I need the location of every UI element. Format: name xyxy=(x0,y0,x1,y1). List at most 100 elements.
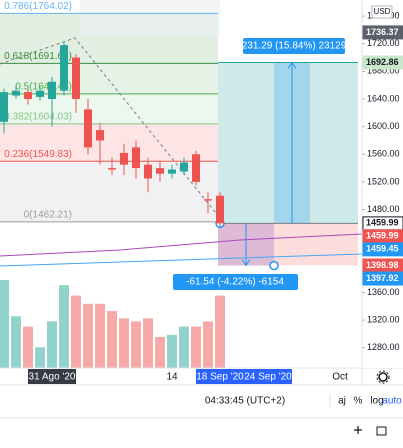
auto-button[interactable]: auto xyxy=(382,396,402,407)
volume-bar xyxy=(83,303,93,368)
x-tick-label: 14 xyxy=(166,372,178,383)
y-tick-label: 1680.00 xyxy=(367,66,400,76)
price-tag: 1459.99 xyxy=(366,231,399,241)
volume-bar xyxy=(23,326,33,368)
price-tag: 1692.86 xyxy=(366,57,399,67)
history-band xyxy=(80,0,220,37)
volume-bar xyxy=(215,295,225,368)
fib-label: 0(1462.21) xyxy=(24,209,72,220)
loss-arrow xyxy=(241,223,251,267)
fib-zone xyxy=(0,63,218,94)
x-tick-label: 18 Sep '20 xyxy=(196,372,244,383)
price-tag: 1459.45 xyxy=(366,244,399,254)
y-tick-label: 1640.00 xyxy=(367,93,400,103)
y-tick-label: 1600.00 xyxy=(367,121,400,131)
fib-label: 0.236(1549.83) xyxy=(4,149,72,160)
x-tick-label: 24 Sep '20 xyxy=(244,372,292,383)
candle-body xyxy=(96,130,104,141)
price-tag: 1397.92 xyxy=(366,273,399,283)
volume-bar xyxy=(131,321,141,368)
price-tag: 1736.37 xyxy=(366,27,399,37)
price-tag-box xyxy=(362,25,403,40)
volume-bar xyxy=(47,321,57,368)
candle-body xyxy=(24,92,32,100)
price-tag-box xyxy=(362,242,403,257)
fib-label: 0.382(1604.03) xyxy=(4,111,72,122)
log-button[interactable]: log xyxy=(370,396,383,407)
fib-label: 0.786(1764.02) xyxy=(4,1,72,12)
candle-body xyxy=(120,152,128,165)
maximize-icon[interactable] xyxy=(376,426,387,436)
price-tag: 1398.98 xyxy=(366,260,399,270)
settings-icon[interactable] xyxy=(376,370,390,384)
loss-label: -61.54 (-4.22%) -6154 xyxy=(186,277,284,288)
candle-body xyxy=(108,168,116,170)
y-tick-label: 1560.00 xyxy=(367,149,400,159)
candle-body xyxy=(156,168,164,174)
fib-zone xyxy=(0,123,218,162)
volume-bar xyxy=(203,321,213,368)
candle-body xyxy=(0,92,8,122)
percent-button[interactable]: % xyxy=(354,396,363,407)
volume-bar xyxy=(155,336,165,368)
volume-bar xyxy=(143,318,153,368)
volume-bar xyxy=(95,303,105,368)
fib-zone xyxy=(0,93,218,124)
footer xyxy=(0,418,403,448)
gear xyxy=(378,372,388,382)
clock: 04:33:45 (UTC+2) xyxy=(205,396,285,407)
loss-zone xyxy=(218,223,358,266)
candle-body xyxy=(60,45,68,91)
volume-bar xyxy=(119,318,129,368)
plot-area: 0.786(1764.02) 0.618(1691.65) 0.5(1647.46)… xyxy=(0,0,363,368)
gear-teeth xyxy=(376,370,390,384)
axes: 1280.00 1320.00 1360.00 1480.00 1520.00 1560.… xyxy=(28,0,403,384)
candle-body xyxy=(72,57,80,100)
adjust-button[interactable]: aj xyxy=(338,396,346,407)
y-tick-label: 1720.00 xyxy=(367,38,400,48)
candle-body xyxy=(48,81,56,100)
profit-arrow xyxy=(287,61,297,224)
volume-bar xyxy=(11,316,21,368)
candle-body xyxy=(36,90,44,97)
fib-label: 0.5(1647.46) xyxy=(15,81,72,92)
candle-body xyxy=(168,169,176,174)
stop-handle xyxy=(269,260,279,271)
trendline xyxy=(0,37,221,219)
volume-bar xyxy=(179,326,189,368)
candle-body xyxy=(192,154,200,182)
y-tick-label: 1520.00 xyxy=(367,176,400,186)
price-tag: 1459.99 xyxy=(366,218,399,228)
volume-bar xyxy=(59,285,69,368)
y-tick-label: 1280.00 xyxy=(367,342,400,352)
ma-blue xyxy=(0,253,363,267)
time-label-box xyxy=(28,369,76,384)
candle-body xyxy=(132,147,140,169)
candle-body xyxy=(216,195,224,224)
price-tag-box xyxy=(362,271,403,286)
loss-label-box xyxy=(173,274,298,290)
candle-body xyxy=(204,199,212,201)
y-tick-label: 1480.00 xyxy=(367,204,400,214)
volume-bar xyxy=(35,347,45,368)
y-tick-label: 1360.00 xyxy=(367,287,400,297)
time-label-box xyxy=(196,369,244,384)
profit-zone xyxy=(218,62,358,224)
fib-label: 0.618(1691.65) xyxy=(4,51,72,62)
y-tick-label: 1320.00 xyxy=(367,314,400,324)
profit-label-box xyxy=(243,38,345,54)
currency: USD xyxy=(374,7,391,16)
price-tag-box xyxy=(362,55,403,70)
candle-body xyxy=(144,164,152,179)
profit-label: 231.29 (15.84%) 23129 xyxy=(242,41,347,52)
candle-body xyxy=(12,90,20,96)
time-label-box xyxy=(244,369,292,384)
candle-body xyxy=(84,109,92,148)
minimize-icon[interactable] xyxy=(354,426,362,434)
currency-box xyxy=(371,5,393,19)
volume-bar xyxy=(71,295,81,368)
volume-bar xyxy=(0,280,9,368)
ma-purple xyxy=(0,233,363,257)
volume-bar xyxy=(107,311,117,368)
